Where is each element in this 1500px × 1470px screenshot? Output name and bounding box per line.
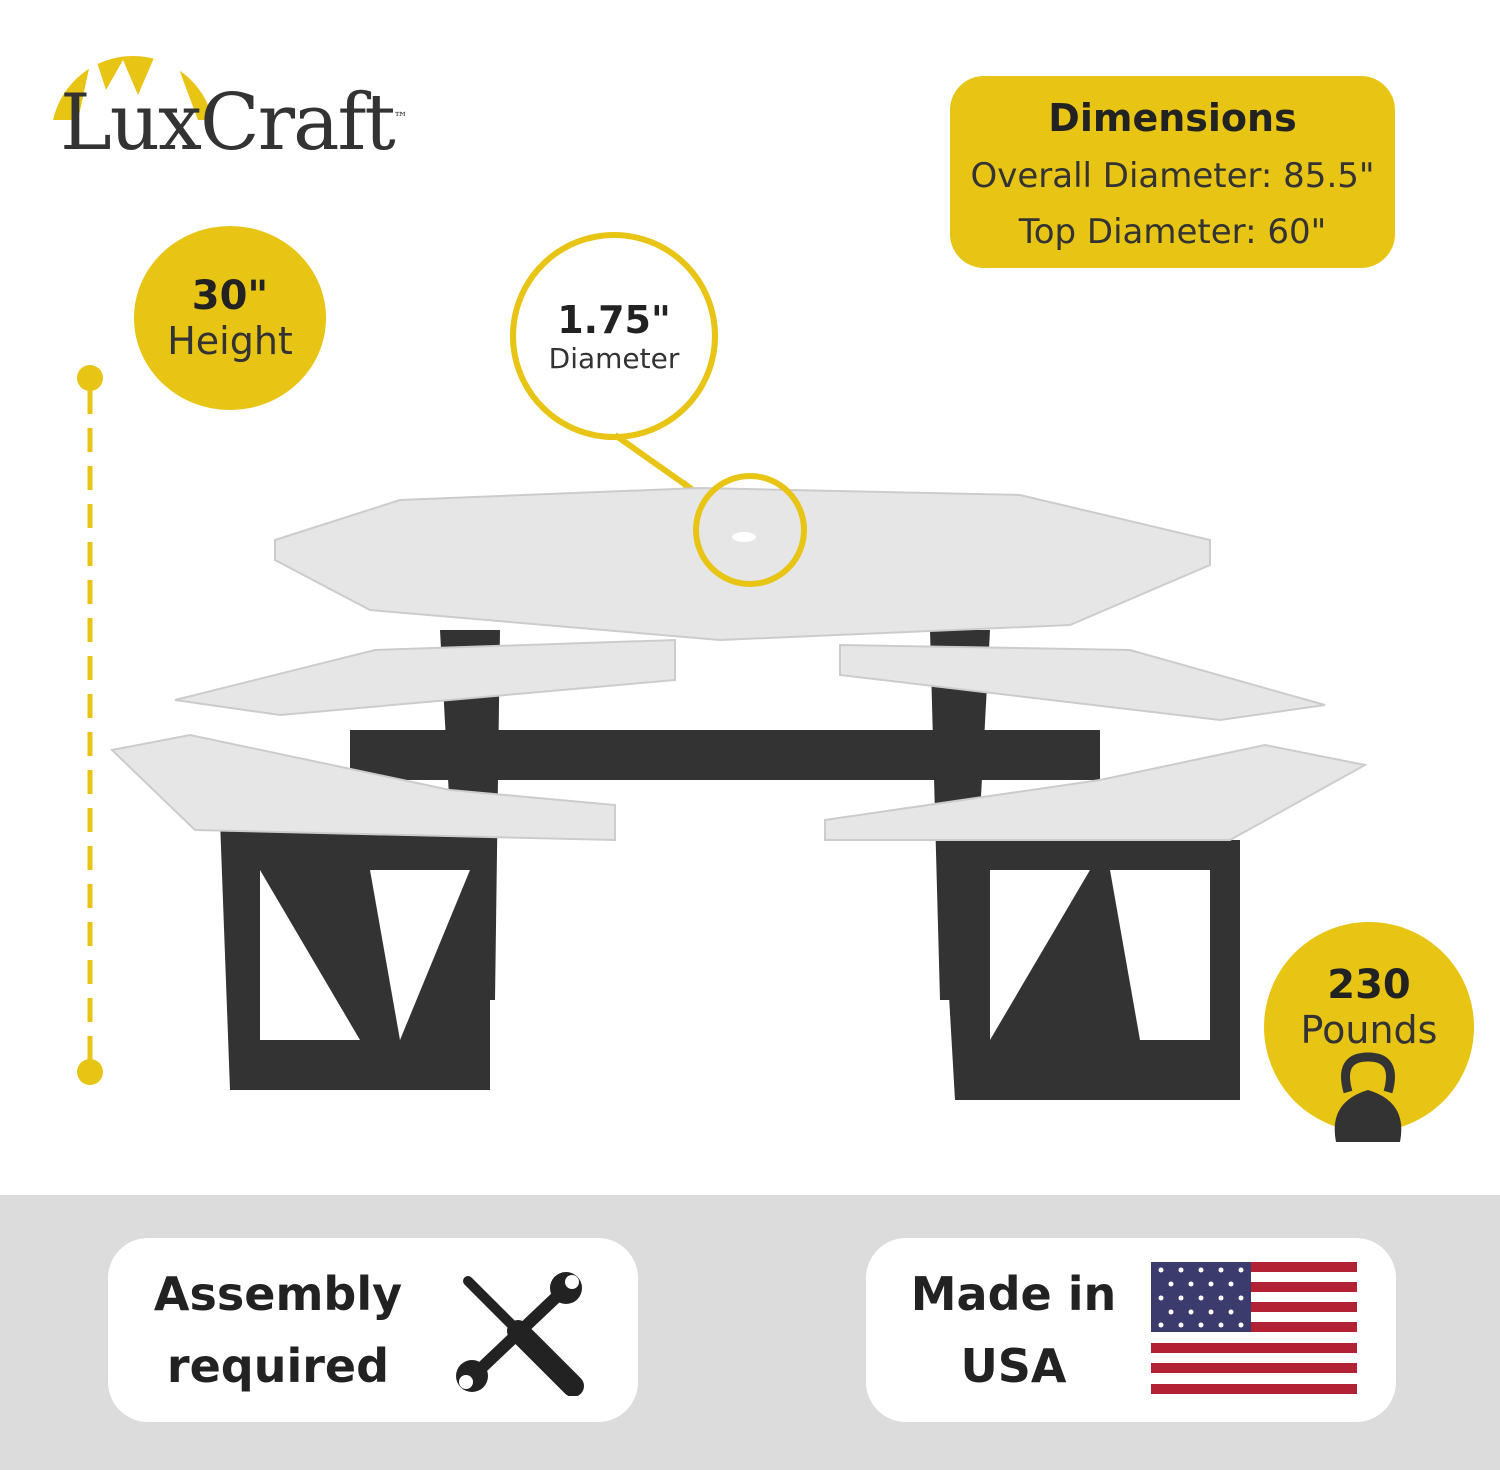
- kettlebell-icon: [1334, 1052, 1402, 1142]
- overall-diameter: Overall Diameter: 85.5": [970, 156, 1375, 196]
- origin-line1: Made in: [910, 1267, 1117, 1321]
- height-badge: 30" Height: [134, 226, 326, 410]
- assembly-card: Assembly required: [108, 1238, 638, 1422]
- picnic-table-image: [109, 432, 1368, 1100]
- top-diameter: Top Diameter: 60": [1018, 212, 1327, 252]
- weight-label: Pounds: [1300, 1008, 1438, 1052]
- height-label: Height: [167, 319, 293, 363]
- made-in-usa-card: Made in USA: [866, 1238, 1396, 1422]
- logo-sun-trees-icon: [53, 30, 213, 120]
- brand-logo: LuxCraft™: [60, 78, 408, 168]
- assembly-line1: Assembly: [153, 1267, 403, 1321]
- tools-icon: [456, 1272, 584, 1396]
- dimensions-box: Dimensions Overall Diameter: 85.5" Top D…: [950, 76, 1395, 268]
- hole-label: Diameter: [548, 341, 680, 375]
- umbrella-hole-badge: 1.75" Diameter: [510, 232, 718, 440]
- dimensions-title: Dimensions: [1048, 96, 1297, 140]
- weight-value: 230: [1327, 962, 1411, 1008]
- us-flag-icon: [1151, 1262, 1357, 1394]
- assembly-line2: required: [166, 1339, 390, 1393]
- hole-value: 1.75": [557, 297, 671, 342]
- origin-line2: USA: [960, 1339, 1067, 1393]
- height-value: 30": [191, 273, 269, 319]
- height-dimension-line: [77, 365, 103, 1085]
